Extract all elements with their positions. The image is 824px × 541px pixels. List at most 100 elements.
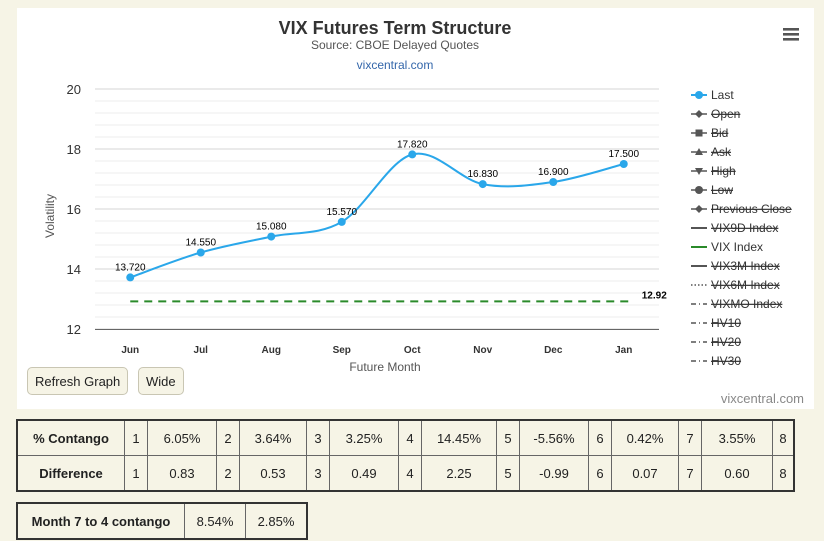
- legend-item-open[interactable]: Open: [691, 107, 740, 121]
- legend-item-hv10[interactable]: HV10: [691, 316, 741, 330]
- y-tick-label: 16: [67, 202, 81, 217]
- last-data-label: 17.500: [608, 149, 639, 160]
- legend-label: VIX3M Index: [711, 259, 780, 273]
- y-tick-label: 12: [67, 322, 81, 337]
- legend-item-hv20[interactable]: HV20: [691, 335, 741, 349]
- x-tick-label: Aug: [262, 345, 281, 356]
- contango-value-5: -5.56%: [519, 419, 589, 456]
- x-tick-label: Dec: [544, 345, 563, 356]
- legend-item-hv30[interactable]: HV30: [691, 354, 741, 368]
- month-contango-value-2: 2.85%: [245, 502, 308, 540]
- legend-item-vix3m-index[interactable]: VIX3M Index: [691, 259, 780, 273]
- legend-item-low[interactable]: Low: [691, 183, 733, 197]
- wide-button[interactable]: Wide: [138, 367, 184, 395]
- month-contango-table: Month 7 to 4 contango 8.54% 2.85%: [16, 502, 308, 540]
- x-tick-label: Jan: [615, 345, 632, 356]
- contango-month-6: 6: [588, 419, 612, 456]
- difference-row: Difference 1 0.83 2 0.53 3 0.49 4 2.25 5…: [16, 455, 795, 492]
- legend-item-vixmo-index[interactable]: VIXMO Index: [691, 297, 782, 311]
- legend-item-vix6m-index[interactable]: VIX6M Index: [691, 278, 780, 292]
- month-contango-value-1: 8.54%: [184, 502, 246, 540]
- refresh-graph-button[interactable]: Refresh Graph: [27, 367, 129, 395]
- legend-diamond-marker: [695, 205, 703, 213]
- x-tick-label: Nov: [473, 345, 492, 356]
- legend-circle-marker: [695, 91, 703, 99]
- legend-label: VIX6M Index: [711, 278, 780, 292]
- last-point-dec: [549, 178, 558, 186]
- contango-month-7: 7: [678, 419, 702, 456]
- last-data-label: 16.900: [538, 167, 569, 178]
- contango-value-2: 3.64%: [239, 419, 307, 456]
- legend-label: Low: [711, 183, 733, 197]
- legend-item-last[interactable]: Last: [691, 88, 734, 102]
- legend-item-high[interactable]: High: [691, 164, 736, 178]
- last-data-label: 14.550: [185, 238, 216, 249]
- difference-month-2: 2: [216, 455, 240, 492]
- contango-month-5: 5: [496, 419, 520, 456]
- y-tick-label: 20: [67, 82, 81, 97]
- difference-month-3: 3: [306, 455, 330, 492]
- contango-month-1: 1: [124, 419, 148, 456]
- difference-value-2: 0.53: [239, 455, 307, 492]
- legend-label: HV10: [711, 316, 741, 330]
- legend-circle-marker: [695, 186, 703, 194]
- last-point-aug: [267, 232, 276, 241]
- hamburger-menu-icon[interactable]: [783, 28, 799, 41]
- contango-value-3: 3.25%: [329, 419, 399, 456]
- legend-item-previous-close[interactable]: Previous Close: [691, 202, 792, 216]
- chart-title: VIX Futures Term Structure: [279, 18, 512, 38]
- legend-label: Bid: [711, 126, 728, 140]
- x-tick-label: Jul: [194, 345, 209, 356]
- x-tick-label: Oct: [404, 345, 421, 356]
- contango-month-3: 3: [306, 419, 330, 456]
- y-tick-label: 18: [67, 142, 81, 157]
- last-data-label: 13.720: [115, 262, 146, 273]
- legend-triangle-down-marker: [695, 168, 703, 175]
- difference-month-1: 1: [124, 455, 148, 492]
- last-data-label: 17.820: [397, 139, 428, 150]
- contango-value-7: 3.55%: [701, 419, 773, 456]
- x-axis-label: Future Month: [349, 360, 420, 374]
- difference-label: Difference: [16, 455, 125, 492]
- difference-value-6: 0.07: [611, 455, 679, 492]
- last-series-line: [129, 152, 624, 279]
- legend-item-vix-index[interactable]: VIX Index: [691, 240, 763, 254]
- contango-value-1: 6.05%: [147, 419, 217, 456]
- last-point-nov: [478, 180, 487, 189]
- last-data-label: 15.570: [326, 207, 357, 218]
- legend-label: VIXMO Index: [711, 297, 782, 311]
- difference-month-7: 7: [678, 455, 702, 492]
- last-point-sep: [337, 217, 346, 226]
- legend-label: Last: [711, 88, 734, 102]
- contango-table: % Contango 1 6.05% 2 3.64% 3 3.25% 4 14.…: [16, 419, 795, 492]
- last-data-label: 16.830: [467, 169, 498, 180]
- chart-grid: [95, 88, 659, 330]
- contango-month-8: 8: [772, 419, 795, 456]
- legend-label: Ask: [711, 145, 732, 159]
- legend-item-vix9d-index[interactable]: VIX9D Index: [691, 221, 778, 235]
- contango-month-4: 4: [398, 419, 422, 456]
- legend-label: HV20: [711, 335, 741, 349]
- vix-term-structure-chart: VIX Futures Term Structure Source: CBOE …: [43, 18, 804, 406]
- chart-subtitle: Source: CBOE Delayed Quotes: [311, 38, 479, 52]
- legend-item-ask[interactable]: Ask: [691, 145, 732, 159]
- legend-item-bid[interactable]: Bid: [691, 126, 728, 140]
- contango-value-4: 14.45%: [421, 419, 497, 456]
- legend-diamond-marker: [695, 110, 703, 118]
- series-layer: 12.92 13.720 14.550 15.080 15.570 17.820 16.83…: [115, 139, 667, 303]
- difference-month-4: 4: [398, 455, 422, 492]
- difference-value-7: 0.60: [701, 455, 773, 492]
- difference-value-4: 2.25: [421, 455, 497, 492]
- contango-month-2: 2: [216, 419, 240, 456]
- x-tick-label: Sep: [333, 345, 351, 356]
- difference-month-6: 6: [588, 455, 612, 492]
- credits-link[interactable]: vixcentral.com: [721, 391, 804, 406]
- source-link[interactable]: vixcentral.com: [357, 58, 434, 72]
- contango-label: % Contango: [16, 419, 125, 456]
- legend-label: High: [711, 164, 736, 178]
- last-point-jan: [619, 160, 628, 168]
- month-contango-label: Month 7 to 4 contango: [16, 502, 185, 540]
- last-point-jul: [196, 248, 205, 257]
- y-axis-label: Volatility: [43, 194, 57, 238]
- legend-label: VIX9D Index: [711, 221, 778, 235]
